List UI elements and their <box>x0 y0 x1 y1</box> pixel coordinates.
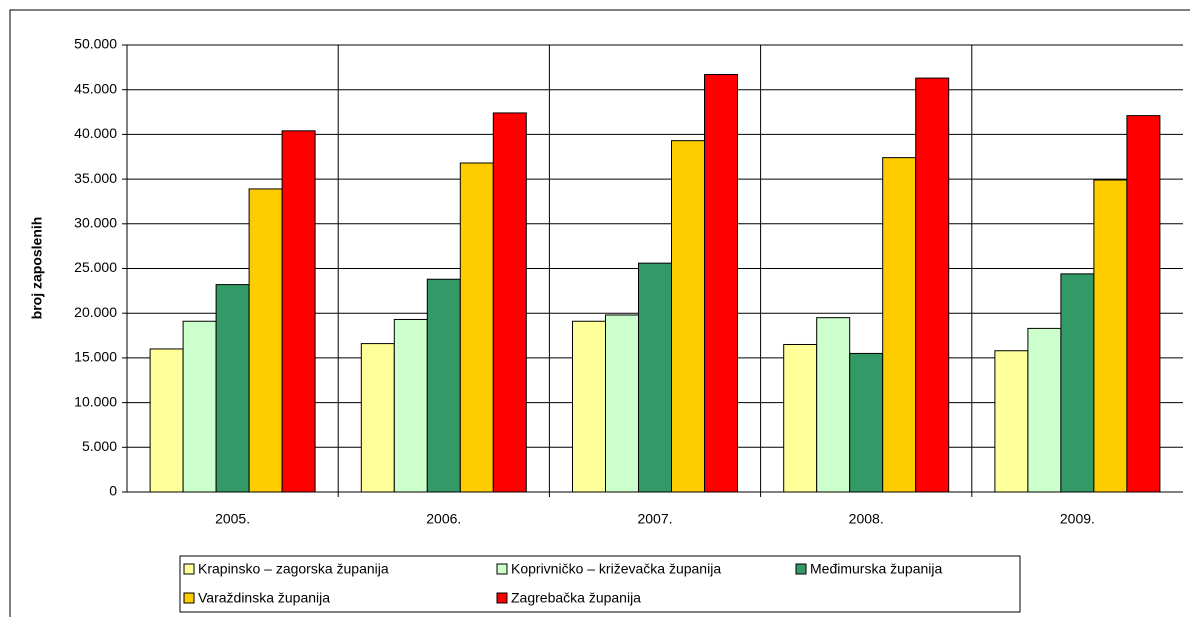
bar <box>638 262 672 493</box>
y-tick-label: 10.000 <box>74 393 117 409</box>
bar <box>492 112 527 493</box>
bar <box>360 343 395 493</box>
bar <box>783 343 818 493</box>
bar <box>215 284 250 493</box>
bar <box>1093 179 1128 493</box>
y-tick-label: 30.000 <box>74 215 117 231</box>
legend-swatch <box>496 563 508 575</box>
legend-label: Koprivničko – križevačka županija <box>511 561 721 577</box>
bar <box>182 320 217 493</box>
bar <box>816 317 851 493</box>
legend-label: Varaždinska županija <box>198 590 330 606</box>
bar <box>248 188 283 493</box>
bar <box>994 350 1029 493</box>
y-tick-label: 40.000 <box>74 125 117 141</box>
bar <box>459 162 494 493</box>
bar <box>281 130 316 493</box>
bar <box>572 320 606 493</box>
legend-label: Krapinsko – zagorska županija <box>198 561 389 577</box>
bar <box>882 157 917 493</box>
bar <box>671 140 705 493</box>
y-axis-title: broj zaposlenih <box>29 217 45 320</box>
bar <box>849 352 884 493</box>
bar <box>605 314 639 493</box>
bar <box>915 77 950 493</box>
bar <box>1027 327 1062 493</box>
y-tick-label: 25.000 <box>74 259 117 275</box>
bar <box>426 278 461 493</box>
legend-box <box>179 555 1021 613</box>
x-tick-label: 2006. <box>426 511 461 527</box>
y-tick-label: 45.000 <box>74 80 117 96</box>
bar <box>704 74 738 493</box>
y-tick-label: 15.000 <box>74 349 117 365</box>
y-tick-label: 0 <box>109 483 117 499</box>
bar <box>393 318 428 493</box>
bar <box>149 348 184 493</box>
x-tick-label: 2007. <box>637 511 672 527</box>
legend-swatch <box>183 563 195 575</box>
legend-swatch <box>496 592 508 604</box>
y-tick-label: 35.000 <box>74 170 117 186</box>
bar <box>1126 115 1161 493</box>
x-tick-label: 2009. <box>1060 511 1095 527</box>
legend-swatch <box>795 563 807 575</box>
legend-label: Međimurska županija <box>810 561 942 577</box>
y-tick-label: 5.000 <box>82 438 117 454</box>
legend-swatch <box>183 592 195 604</box>
y-tick-label: 20.000 <box>74 304 117 320</box>
chart-border <box>9 9 1190 617</box>
x-tick-label: 2005. <box>215 511 250 527</box>
y-tick-label: 50.000 <box>74 36 117 52</box>
legend-label: Zagrebačka županija <box>511 590 641 606</box>
x-tick-label: 2008. <box>849 511 884 527</box>
bar <box>1060 273 1095 493</box>
